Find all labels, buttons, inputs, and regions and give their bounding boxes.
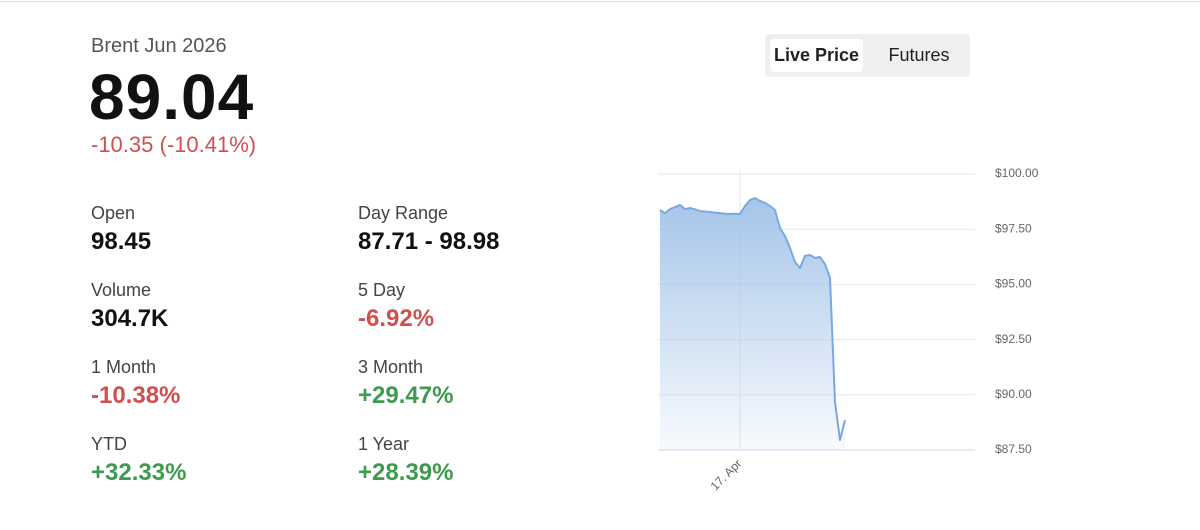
stat-value: -10.38%: [91, 382, 181, 409]
stat-value: 304.7K: [91, 305, 169, 332]
tab[interactable]: Live Price: [770, 39, 863, 72]
y-tick-label: $100.00: [995, 166, 1039, 180]
stat-label: Day Range: [358, 203, 449, 223]
stat-value: +28.39%: [358, 459, 454, 486]
y-tick-label: $97.50: [995, 221, 1032, 235]
price-line: [659, 197, 846, 442]
y-tick-label: $87.50: [995, 442, 1032, 456]
stat-label: Volume: [91, 280, 152, 300]
x-tick-label: 17. Apr: [708, 456, 745, 493]
stat-label: Open: [91, 203, 136, 223]
y-tick-label: $92.50: [995, 332, 1032, 346]
tab[interactable]: Futures: [888, 45, 950, 65]
stat-label: 5 Day: [358, 280, 406, 300]
y-tick-label: $90.00: [995, 387, 1032, 401]
y-tick-label: $95.00: [995, 277, 1032, 291]
stat-label: 1 Year: [358, 434, 410, 454]
price-change: -10.35 (-10.41%): [91, 132, 257, 157]
divider: [0, 1, 1200, 2]
stat-label: 1 Month: [91, 357, 157, 377]
instrument-title: Brent Jun 2026: [91, 35, 227, 57]
tab-bar: Live Price Futures: [765, 34, 970, 77]
stat-value: +29.47%: [358, 382, 454, 409]
stat-value: +32.33%: [91, 459, 187, 486]
stat-value: 98.45: [91, 228, 152, 255]
stat-label: YTD: [91, 434, 127, 454]
price: 89.04: [89, 61, 255, 133]
area-fill: [660, 198, 845, 450]
stat-label: 3 Month: [358, 357, 424, 377]
stat-value: -6.92%: [358, 305, 435, 332]
stat-value: 87.71 - 98.98: [358, 228, 500, 255]
